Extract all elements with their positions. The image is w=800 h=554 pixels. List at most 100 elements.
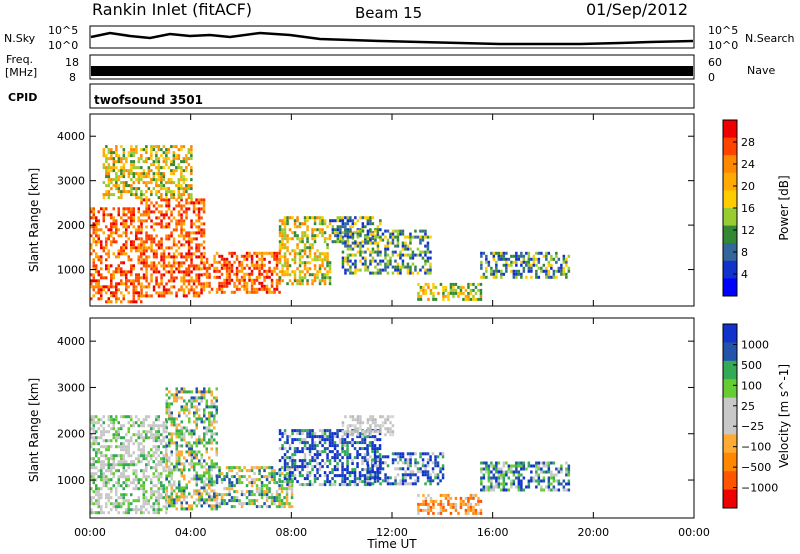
velocity-cell <box>507 488 511 492</box>
velocity-cell <box>416 470 420 474</box>
power-cell <box>132 291 135 295</box>
velocity-cell <box>132 421 135 425</box>
power-cell <box>301 261 304 265</box>
velocity-cell <box>361 456 364 460</box>
power-cell <box>107 300 110 304</box>
velocity-cell <box>147 424 150 428</box>
velocity-cell <box>386 415 390 419</box>
velocity-cell <box>120 463 123 467</box>
power-cell <box>97 219 100 223</box>
velocity-cell <box>366 476 370 480</box>
velocity-cell <box>122 487 125 491</box>
velocity-cell <box>293 453 297 457</box>
power-cell <box>298 258 302 262</box>
velocity-cell <box>283 465 287 469</box>
power-cell <box>160 187 163 191</box>
power-cell <box>288 279 292 283</box>
power-cell <box>125 184 128 188</box>
power-cell <box>492 251 496 255</box>
power-cell <box>150 246 153 250</box>
power-cell <box>424 291 428 295</box>
velocity-cell <box>175 462 178 466</box>
power-cell <box>500 251 503 255</box>
velocity-cell <box>562 485 566 489</box>
velocity-cell <box>363 477 367 481</box>
power-cell <box>396 253 400 257</box>
velocity-cell <box>100 460 103 464</box>
velocity-cell <box>130 436 133 440</box>
velocity-cell <box>195 483 198 487</box>
power-cell <box>155 234 158 238</box>
power-cell <box>474 285 478 289</box>
velocity-cell <box>424 482 427 486</box>
velocity-cell <box>215 453 218 457</box>
velocity-cell <box>258 472 261 476</box>
power-cell <box>102 210 105 214</box>
velocity-cell <box>290 493 294 497</box>
velocity-cell <box>105 463 108 467</box>
velocity-colorbar-swatch <box>723 489 737 509</box>
power-cell <box>162 151 166 155</box>
velocity-cell <box>550 476 553 480</box>
velocity-cell <box>457 511 460 515</box>
velocity-cell <box>205 471 208 475</box>
power-cell <box>268 287 271 291</box>
power-cell <box>248 251 251 255</box>
power-cell <box>110 294 113 298</box>
power-cell <box>379 271 382 275</box>
power-cell <box>220 272 224 276</box>
power-cell <box>291 249 294 253</box>
velocity-cell <box>454 505 458 509</box>
power-cell <box>135 246 138 250</box>
power-cell <box>298 270 302 274</box>
velocity-cell <box>135 463 138 467</box>
power-cell <box>265 275 269 279</box>
velocity-cell <box>474 493 478 497</box>
velocity-cell <box>537 473 541 477</box>
velocity-cell <box>348 453 352 457</box>
power-cell <box>472 288 475 292</box>
power-cell <box>281 264 284 268</box>
velocity-cell <box>188 441 191 445</box>
power-cell <box>422 288 425 292</box>
velocity-cell <box>97 418 100 422</box>
velocity-cell <box>495 461 498 465</box>
velocity-cell <box>238 478 241 482</box>
velocity-cell <box>270 475 274 479</box>
power-cell <box>328 237 332 241</box>
power-cell <box>298 279 302 283</box>
power-cell <box>281 237 284 241</box>
velocity-cell <box>168 474 171 478</box>
power-cell <box>137 258 140 262</box>
velocity-cell <box>376 458 380 462</box>
velocity-cell <box>175 465 178 469</box>
power-colorbar-swatch <box>723 155 737 174</box>
velocity-cell <box>160 484 163 488</box>
velocity-cell <box>414 473 417 477</box>
power-cell <box>263 251 266 255</box>
velocity-cell <box>341 441 344 445</box>
velocity-cell <box>165 399 168 403</box>
power-cell <box>474 297 478 301</box>
velocity-cell <box>168 441 171 445</box>
velocity-cell <box>396 455 400 459</box>
power-cell <box>275 263 279 267</box>
power-cell <box>313 273 317 277</box>
velocity-cell <box>127 466 130 470</box>
power-cell <box>165 148 168 152</box>
power-cell <box>107 249 110 253</box>
velocity-cell <box>303 444 307 448</box>
velocity-cell <box>185 450 188 454</box>
power-cell <box>187 237 191 241</box>
power-cell <box>117 234 120 238</box>
power-cell <box>379 250 382 254</box>
power-cell <box>117 175 121 179</box>
velocity-cell <box>298 465 302 469</box>
velocity-cell <box>112 502 115 506</box>
power-cell <box>474 291 478 295</box>
velocity-cell <box>145 430 148 434</box>
velocity-cell <box>215 420 218 424</box>
power-cell <box>197 201 201 205</box>
velocity-cell <box>280 505 284 509</box>
power-cell <box>130 154 133 158</box>
